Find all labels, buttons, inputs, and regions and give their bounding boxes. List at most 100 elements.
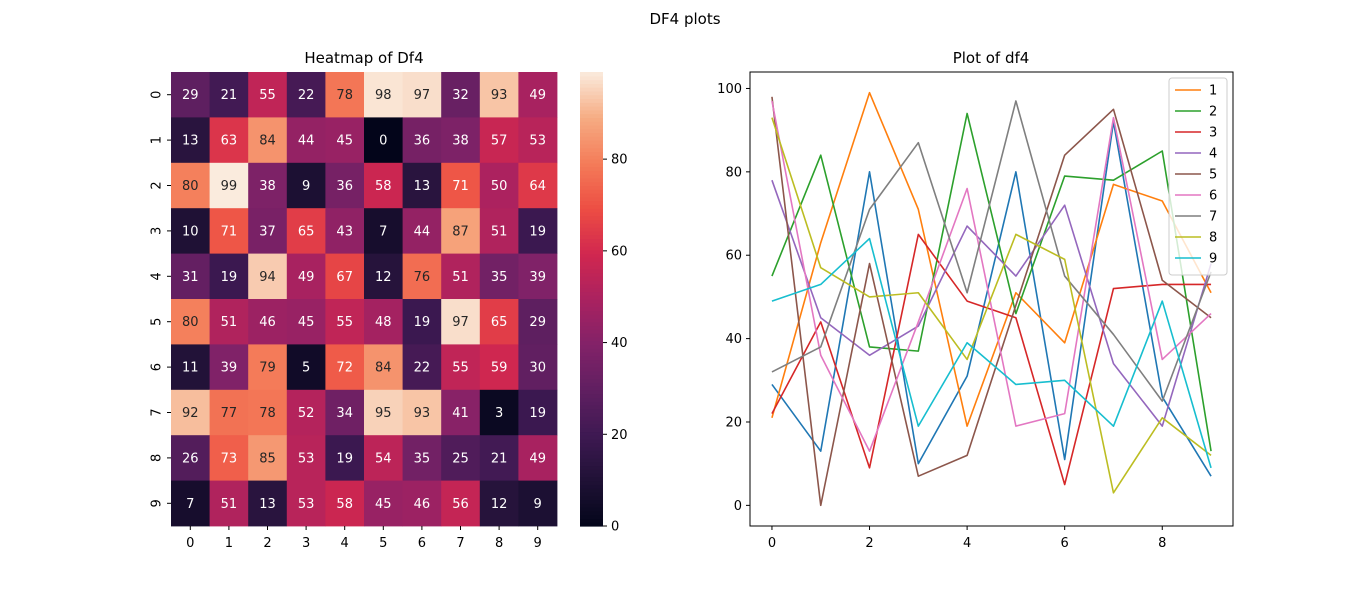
heatmap-cell: [518, 117, 558, 164]
heatmap-cell-label: 49: [529, 451, 546, 466]
heatmap-cell: [209, 208, 249, 254]
colorbar-segment: [580, 363, 603, 368]
heatmap-cell-label: 35: [491, 270, 508, 285]
heatmap-cell-label: 44: [298, 134, 315, 149]
heatmap-cell-label: 93: [414, 406, 431, 421]
line-legend: 1 2 3 4 5 6 7 8 9: [1168, 77, 1228, 276]
heatmap-cell-label: 99: [221, 179, 238, 194]
heatmap-cell-label: 54: [375, 451, 392, 466]
heatmap-cell-label: 22: [298, 88, 315, 103]
heatmap-x-tick-label: 2: [263, 536, 271, 551]
colorbar-segment: [580, 170, 603, 175]
heatmap-title: Heatmap of Df4: [304, 49, 423, 67]
heatmap-cell: [209, 117, 249, 164]
heatmap-cell-label: 13: [259, 497, 276, 512]
colorbar-segment: [580, 480, 603, 485]
heatmap-cell-label: 55: [336, 315, 353, 330]
colorbar-segment: [580, 230, 603, 236]
colorbar-segment: [580, 166, 603, 171]
heatmap-cell-label: 29: [529, 315, 546, 330]
colorbar-segment: [580, 476, 603, 482]
colorbar-segment: [580, 223, 603, 228]
colorbar-segment: [580, 264, 603, 270]
heatmap-cell: [171, 389, 210, 436]
colorbar-segment: [580, 102, 603, 107]
line-y-tick-label: 80: [725, 165, 742, 180]
colorbar-segment: [580, 98, 603, 103]
heatmap-cell: [518, 253, 558, 300]
line-y-tick-label: 100: [717, 82, 742, 97]
heatmap-cell-label: 29: [182, 88, 199, 103]
heatmap-cell-label: 93: [491, 88, 508, 103]
colorbar-segment: [580, 276, 603, 281]
heatmap-cell: [248, 389, 288, 436]
heatmap-cell: [518, 344, 558, 391]
heatmap-cell-label: 19: [414, 315, 431, 330]
heatmap-cell: [248, 162, 288, 209]
heatmap-cell-label: 67: [336, 270, 353, 285]
heatmap-cell-label: 25: [452, 451, 469, 466]
heatmap-cell: [364, 162, 403, 209]
colorbar-segment: [580, 333, 603, 338]
heatmap-cell: [248, 344, 288, 391]
heatmap-cell-label: 7: [379, 224, 387, 239]
heatmap-cell: [364, 253, 403, 300]
heatmap-cell: [325, 72, 365, 118]
heatmap-cell-label: 0: [379, 134, 387, 149]
colorbar-segment: [580, 491, 603, 497]
heatmap-cell: [248, 480, 288, 527]
heatmap-cell: [171, 72, 210, 118]
colorbar-tick-label: 40: [611, 336, 628, 351]
colorbar-segment: [580, 227, 603, 232]
heatmap-cell-label: 72: [336, 361, 353, 376]
colorbar-segment: [580, 435, 603, 440]
colorbar-segment: [580, 408, 603, 414]
colorbar-segment: [580, 234, 603, 240]
heatmap-cell: [402, 162, 442, 209]
heatmap-cell-label: 49: [298, 270, 315, 285]
heatmap-x-tick-label: 9: [534, 536, 542, 551]
heatmap-cell-label: 49: [529, 88, 546, 103]
colorbar-segment: [580, 457, 603, 463]
colorbar-segment: [580, 162, 603, 168]
colorbar-segment: [580, 438, 603, 444]
heatmap-cell-label: 63: [221, 134, 238, 149]
heatmap-cell-label: 12: [491, 497, 508, 512]
heatmap-cell-label: 77: [221, 406, 238, 421]
heatmap-cell: [402, 72, 442, 118]
heatmap-cell-label: 37: [259, 224, 276, 239]
heatmap-cell-label: 56: [452, 497, 469, 512]
colorbar-segment: [580, 299, 603, 304]
colorbar-segment: [580, 431, 603, 436]
colorbar-tick-label: 80: [611, 153, 628, 168]
colorbar-segment: [580, 423, 603, 429]
heatmap-x-tick-label: 0: [186, 536, 194, 551]
colorbar-segment: [580, 177, 603, 183]
heatmap-cell: [325, 435, 365, 481]
colorbar-segment: [580, 215, 603, 221]
line-x-tick-label: 8: [1158, 536, 1166, 551]
heatmap-cell: [518, 72, 558, 118]
colorbar-segment: [580, 473, 603, 478]
legend-label: 7: [1209, 210, 1217, 225]
heatmap-cell: [479, 480, 519, 527]
colorbar-segment: [580, 75, 603, 81]
colorbar-segment: [580, 246, 603, 251]
line-series-1: [771, 91, 1212, 427]
line-y-tick-label: 20: [725, 415, 742, 430]
colorbar-segment: [580, 389, 603, 395]
line-title: Plot of df4: [953, 49, 1030, 67]
colorbar-segment: [580, 151, 603, 156]
line-y-tick-label: 40: [725, 332, 742, 347]
heatmap-cell: [364, 72, 403, 118]
colorbar-segment: [580, 283, 603, 289]
colorbar-segment: [580, 484, 603, 489]
heatmap-cell-label: 35: [414, 451, 431, 466]
heatmap-cell: [171, 117, 210, 164]
heatmap-cell: [441, 435, 481, 481]
heatmap-cell: [286, 117, 326, 164]
heatmap-cell-label: 87: [452, 224, 469, 239]
